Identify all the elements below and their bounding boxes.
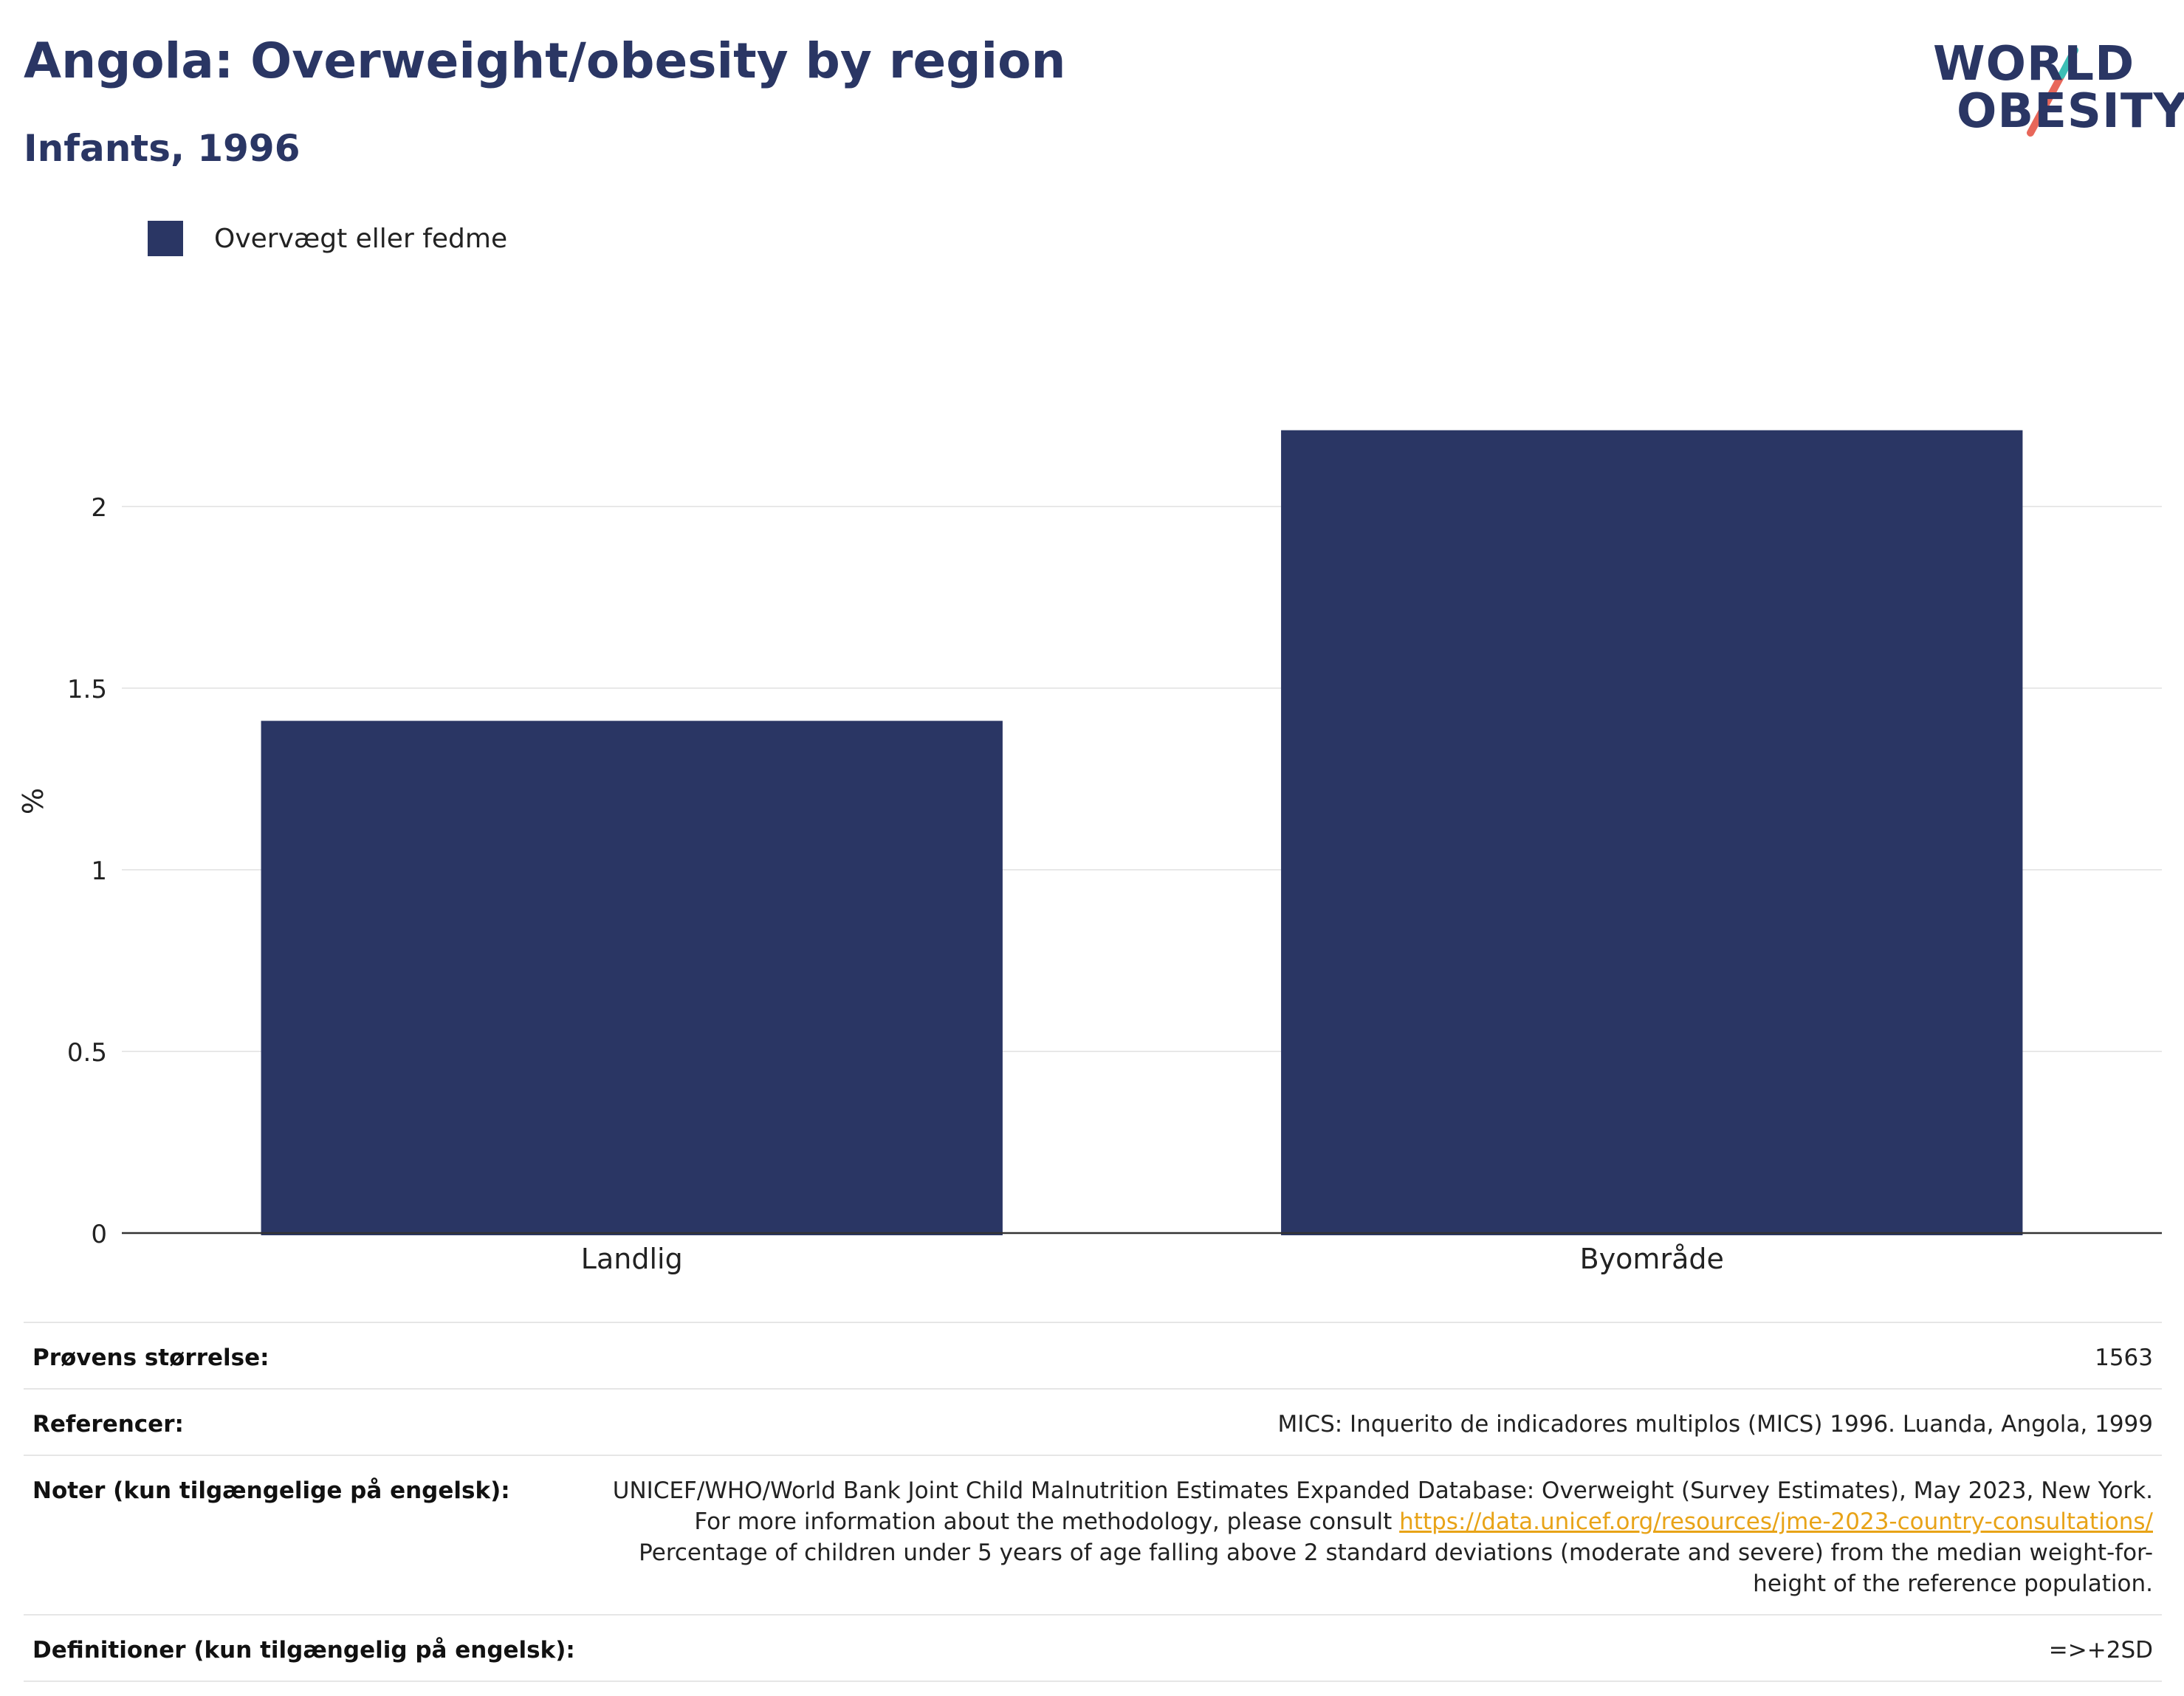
info-table: Prøvens størrelse: 1563 Referencer: MICS… xyxy=(24,1322,2162,1682)
chart-title: Angola: Overweight/obesity by region xyxy=(24,32,1066,89)
bar-chart: 0 0.5 1 1.5 2 Landlig Byområde % xyxy=(17,430,2162,1275)
logo-slash-graphic xyxy=(2027,47,2078,137)
bars xyxy=(261,430,2023,1236)
bar-2[interactable] xyxy=(1281,430,2023,1236)
logo-word-world: WORLD xyxy=(1933,37,2135,92)
y-tick-label: 1.5 xyxy=(67,675,107,704)
chart-subtitle: Infants, 1996 xyxy=(24,127,301,170)
x-axis-ticks: Landlig Byområde xyxy=(581,1243,1724,1275)
x-tick-label: Byområde xyxy=(1580,1243,1724,1275)
references-value: MICS: Inquerito de indicadores multiplos… xyxy=(1277,1411,2153,1438)
y-axis-label: % xyxy=(17,788,49,814)
notes-label: Noter (kun tilgængelige på engelsk): xyxy=(32,1477,510,1504)
info-row-notes: Noter (kun tilgængelige på engelsk): UNI… xyxy=(24,1456,2162,1616)
logo-word-obesity: OBESITY xyxy=(1957,84,2184,139)
legend-label: Overvægt eller fedme xyxy=(214,223,508,254)
y-tick-label: 2 xyxy=(91,493,107,523)
bar-1[interactable] xyxy=(261,721,1003,1235)
y-tick-label: 1 xyxy=(91,856,107,886)
references-label: Referencer: xyxy=(32,1411,184,1438)
notes-text-2: Percentage of children under 5 years of … xyxy=(639,1539,2153,1597)
y-axis-ticks: 0 0.5 1 1.5 2 xyxy=(67,493,107,1249)
legend-swatch xyxy=(148,221,183,256)
definitions-label: Definitioner (kun tilgængelig på engelsk… xyxy=(32,1637,575,1664)
definitions-value: =>+2SD xyxy=(2048,1637,2153,1664)
info-row-definitions: Definitioner (kun tilgængelig på engelsk… xyxy=(24,1616,2162,1682)
sample-size-value: 1563 xyxy=(2095,1345,2153,1371)
y-tick-label: 0.5 xyxy=(67,1038,107,1068)
world-obesity-logo: WORLD OBESITY xyxy=(1927,22,2184,155)
notes-text-1: UNICEF/WHO/World Bank Joint Child Malnut… xyxy=(612,1477,2153,1535)
chart-legend: Overvægt eller fedme xyxy=(148,220,507,257)
info-row-sample-size: Prøvens størrelse: 1563 xyxy=(24,1323,2162,1390)
notes-value: UNICEF/WHO/World Bank Joint Child Malnut… xyxy=(595,1475,2153,1599)
x-tick-label: Landlig xyxy=(581,1243,683,1275)
notes-link[interactable]: https://data.unicef.org/resources/jme-20… xyxy=(1399,1508,2153,1535)
info-row-references: Referencer: MICS: Inquerito de indicador… xyxy=(24,1390,2162,1456)
sample-size-label: Prøvens størrelse: xyxy=(32,1345,269,1371)
y-tick-label: 0 xyxy=(91,1220,107,1249)
